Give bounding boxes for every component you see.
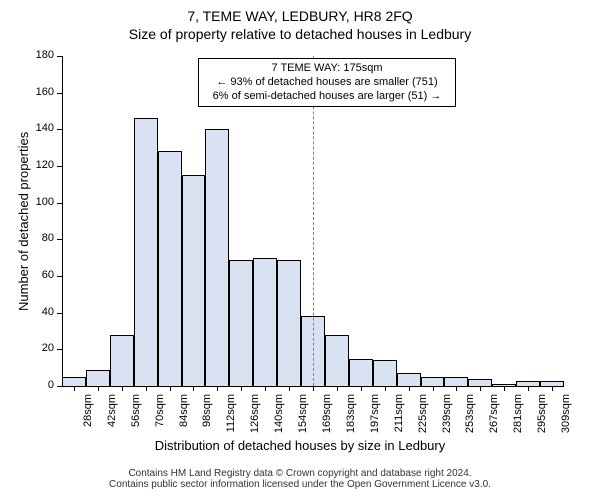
xtick-mark [504,386,505,391]
xtick-label: 140sqm [273,394,285,444]
xtick-mark [170,386,171,391]
footer-line-2: Contains public sector information licen… [0,479,600,490]
xtick-label: 295sqm [536,394,548,444]
xtick-mark [265,386,266,391]
xtick-mark [241,386,242,391]
ytick-label: 60 [28,269,54,281]
xtick-label: 197sqm [369,394,381,444]
xtick-mark [552,386,553,391]
xtick-mark [313,386,314,391]
title-line-2: Size of property relative to detached ho… [0,24,600,46]
histogram-bar [468,379,492,386]
ytick-label: 0 [28,379,54,391]
xtick-mark [480,386,481,391]
xtick-mark [385,386,386,391]
histogram-bar [277,260,301,387]
xtick-mark [433,386,434,391]
histogram-bar [421,377,445,386]
histogram-bar [229,260,253,387]
xtick-label: 239sqm [441,394,453,444]
histogram-bar [205,129,229,386]
xtick-mark [217,386,218,391]
xtick-label: 98sqm [201,394,213,444]
xtick-mark [74,386,75,391]
chart-container: 7, TEME WAY, LEDBURY, HR8 2FQ Size of pr… [0,0,600,500]
xtick-mark [361,386,362,391]
ytick-mark [57,203,62,204]
xtick-mark [456,386,457,391]
histogram-bar [373,360,397,386]
xtick-mark [146,386,147,391]
histogram-bar [444,377,468,386]
annotation-box: 7 TEME WAY: 175sqm ← 93% of detached hou… [198,58,456,107]
ytick-mark [57,239,62,240]
xtick-mark [409,386,410,391]
xtick-label: 154sqm [297,394,309,444]
ytick-label: 40 [28,306,54,318]
ytick-label: 140 [28,122,54,134]
histogram-bar [158,151,182,386]
annotation-line-1: 7 TEME WAY: 175sqm [205,62,449,76]
ytick-mark [57,313,62,314]
xtick-label: 183sqm [345,394,357,444]
ytick-label: 80 [28,232,54,244]
ytick-label: 180 [28,49,54,61]
ytick-label: 160 [28,86,54,98]
xtick-label: 169sqm [321,394,333,444]
xtick-label: 225sqm [417,394,429,444]
footer: Contains HM Land Registry data © Crown c… [0,468,600,490]
histogram-bar [253,258,277,386]
title-line-1: 7, TEME WAY, LEDBURY, HR8 2FQ [0,0,600,24]
ytick-mark [57,93,62,94]
ytick-label: 20 [28,342,54,354]
xtick-label: 28sqm [82,394,94,444]
y-axis-line [62,56,63,386]
xtick-mark [528,386,529,391]
xtick-label: 56sqm [130,394,142,444]
ytick-mark [57,386,62,387]
xtick-label: 267sqm [488,394,500,444]
histogram-bar [325,335,349,386]
xtick-label: 42sqm [106,394,118,444]
xtick-mark [98,386,99,391]
x-axis-label: Distribution of detached houses by size … [0,438,600,453]
ytick-mark [57,166,62,167]
histogram-bar [86,370,110,387]
xtick-label: 112sqm [225,394,237,444]
histogram-bar [134,118,158,386]
y-axis-label: Number of detached properties [16,132,31,311]
annotation-line-2: ← 93% of detached houses are smaller (75… [205,76,449,90]
histogram-bar [349,359,373,387]
xtick-label: 70sqm [154,394,166,444]
xtick-label: 309sqm [560,394,572,444]
annotation-line-3: 6% of semi-detached houses are larger (5… [205,90,449,104]
ytick-mark [57,129,62,130]
xtick-label: 84sqm [178,394,190,444]
xtick-mark [337,386,338,391]
ytick-mark [57,56,62,57]
xtick-mark [122,386,123,391]
histogram-bar [397,373,421,386]
ytick-label: 100 [28,196,54,208]
xtick-label: 281sqm [512,394,524,444]
xtick-label: 126sqm [249,394,261,444]
histogram-bar [182,175,206,386]
ytick-mark [57,349,62,350]
ytick-label: 120 [28,159,54,171]
xtick-label: 211sqm [393,394,405,444]
histogram-bar [62,377,86,386]
ytick-mark [57,276,62,277]
xtick-mark [193,386,194,391]
footer-line-1: Contains HM Land Registry data © Crown c… [0,468,600,479]
histogram-bar [110,335,134,386]
xtick-mark [289,386,290,391]
xtick-label: 253sqm [464,394,476,444]
